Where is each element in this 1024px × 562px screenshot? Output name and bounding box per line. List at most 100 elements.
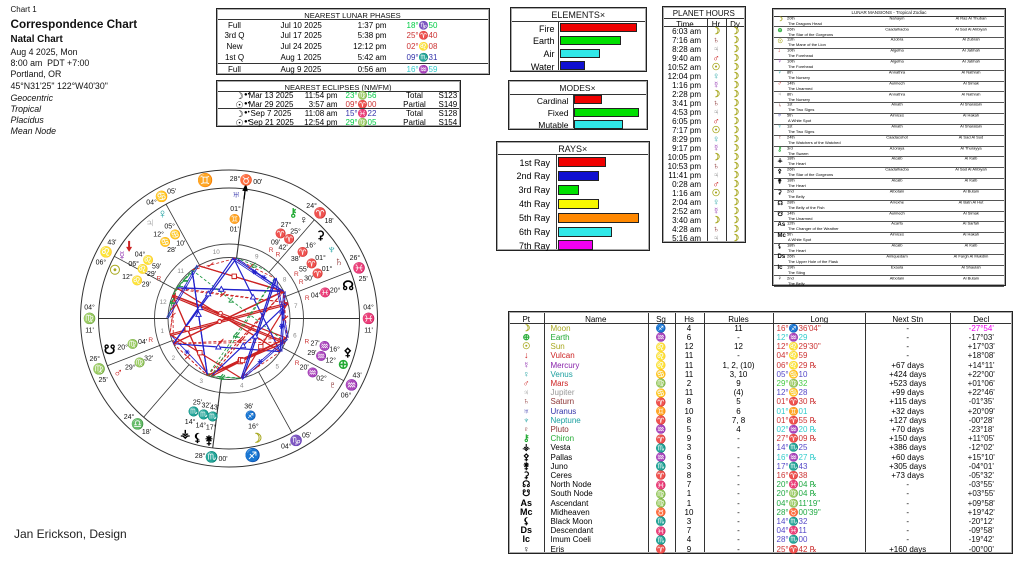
svg-text:♐: ♐ xyxy=(245,410,256,421)
svg-text:♉: ♉ xyxy=(240,174,253,187)
svg-text:☽: ☽ xyxy=(251,430,263,445)
svg-text:09': 09' xyxy=(271,240,280,247)
svg-text:3: 3 xyxy=(200,378,204,385)
svg-text:♏: ♏ xyxy=(207,411,218,422)
svg-text:29°: 29° xyxy=(125,364,136,372)
svg-text:18': 18' xyxy=(324,218,333,225)
svg-text:04°: 04° xyxy=(84,304,95,312)
svg-text:♒: ♒ xyxy=(319,340,330,351)
svg-text:04°: 04° xyxy=(281,443,292,451)
svg-text:10': 10' xyxy=(176,241,185,248)
svg-text:♈: ♈ xyxy=(275,228,286,239)
svg-text:05°: 05° xyxy=(164,222,175,230)
svg-text:⚳: ⚳ xyxy=(316,229,324,242)
svg-text:29': 29' xyxy=(307,350,316,357)
svg-text:00': 00' xyxy=(218,456,227,463)
svg-text:24°: 24° xyxy=(124,413,135,421)
svg-text:11: 11 xyxy=(177,268,184,275)
svg-text:♇: ♇ xyxy=(328,377,338,392)
svg-text:06°: 06° xyxy=(96,259,107,267)
svg-text:27°: 27° xyxy=(281,221,292,229)
svg-text:♈: ♈ xyxy=(306,257,317,268)
svg-text:♍: ♍ xyxy=(134,356,145,367)
svg-text:04°: 04° xyxy=(363,304,374,312)
svg-text:00': 00' xyxy=(253,179,262,186)
svg-text:27': 27' xyxy=(310,341,319,348)
svg-text:12°: 12° xyxy=(122,273,133,281)
svg-text:♍: ♍ xyxy=(83,312,96,325)
svg-text:R: R xyxy=(276,252,281,259)
svg-text:42': 42' xyxy=(279,245,288,252)
svg-text:20°: 20° xyxy=(117,343,128,351)
svg-text:11': 11' xyxy=(364,328,373,335)
svg-text:05': 05' xyxy=(302,433,311,440)
svg-text:♌: ♌ xyxy=(137,263,148,274)
svg-text:11': 11' xyxy=(85,328,94,335)
svg-text:♈: ♈ xyxy=(284,233,295,244)
svg-text:⚵: ⚵ xyxy=(205,434,213,447)
svg-text:32': 32' xyxy=(144,356,153,363)
svg-text:01': 01' xyxy=(230,227,239,234)
svg-text:04°: 04° xyxy=(146,198,157,206)
svg-text:♏: ♏ xyxy=(205,450,218,463)
svg-text:♃: ♃ xyxy=(145,215,155,230)
svg-text:♋: ♋ xyxy=(170,229,181,240)
svg-text:04°: 04° xyxy=(135,250,146,258)
svg-text:♄: ♄ xyxy=(334,254,344,269)
svg-text:36': 36' xyxy=(244,403,253,410)
svg-text:♎: ♎ xyxy=(131,418,144,431)
svg-text:R: R xyxy=(299,279,304,286)
svg-text:♊: ♊ xyxy=(197,173,213,188)
svg-text:☿: ☿ xyxy=(117,248,127,263)
svg-text:♌: ♌ xyxy=(131,274,142,285)
svg-text:25': 25' xyxy=(359,276,368,283)
svg-text:1: 1 xyxy=(160,328,164,335)
svg-text:♒: ♒ xyxy=(307,366,318,377)
svg-text:5: 5 xyxy=(276,364,280,371)
svg-text:9: 9 xyxy=(255,254,259,261)
svg-text:♆: ♆ xyxy=(327,242,337,257)
svg-text:01°: 01° xyxy=(315,254,326,262)
svg-text:♊: ♊ xyxy=(229,213,240,224)
svg-text:43': 43' xyxy=(107,239,116,246)
svg-text:16°: 16° xyxy=(248,422,259,430)
svg-text:12: 12 xyxy=(160,299,168,306)
svg-text:26°: 26° xyxy=(350,254,361,262)
svg-text:01°: 01° xyxy=(230,205,241,213)
svg-text:R: R xyxy=(269,247,274,254)
svg-text:♓: ♓ xyxy=(319,287,330,298)
svg-text:♓: ♓ xyxy=(352,262,365,275)
svg-text:♀: ♀ xyxy=(299,215,308,227)
svg-text:♏: ♏ xyxy=(188,406,199,417)
svg-text:20°: 20° xyxy=(330,286,341,294)
svg-text:17°: 17° xyxy=(206,424,217,432)
svg-text:2: 2 xyxy=(172,355,176,362)
svg-text:20': 20' xyxy=(300,365,309,372)
svg-text:R: R xyxy=(305,295,310,302)
svg-text:26°: 26° xyxy=(90,355,101,363)
svg-text:♈: ♈ xyxy=(314,207,327,220)
svg-text:♍: ♍ xyxy=(127,338,138,349)
svg-text:♅: ♅ xyxy=(231,187,241,202)
svg-text:♑: ♑ xyxy=(290,434,303,447)
svg-text:♍: ♍ xyxy=(92,363,105,376)
svg-text:24°: 24° xyxy=(306,202,317,210)
svg-text:♒: ♒ xyxy=(345,379,358,392)
svg-text:♌: ♌ xyxy=(100,246,113,259)
svg-text:R: R xyxy=(295,360,300,367)
svg-text:14°: 14° xyxy=(185,418,196,426)
svg-text:♋: ♋ xyxy=(155,190,168,203)
svg-text:30': 30' xyxy=(304,275,313,282)
svg-text:♂: ♂ xyxy=(113,365,123,380)
svg-text:14°: 14° xyxy=(196,421,207,429)
svg-text:R: R xyxy=(294,271,299,278)
svg-text:R: R xyxy=(305,338,310,345)
svg-text:⚶: ⚶ xyxy=(180,429,190,441)
svg-text:43': 43' xyxy=(353,372,362,379)
svg-text:25': 25' xyxy=(193,400,202,407)
svg-text:16°: 16° xyxy=(305,241,316,249)
svg-text:6: 6 xyxy=(293,332,297,339)
svg-text:☉: ☉ xyxy=(109,263,121,278)
svg-text:⚴: ⚴ xyxy=(343,346,352,359)
svg-text:☋: ☋ xyxy=(104,342,116,357)
